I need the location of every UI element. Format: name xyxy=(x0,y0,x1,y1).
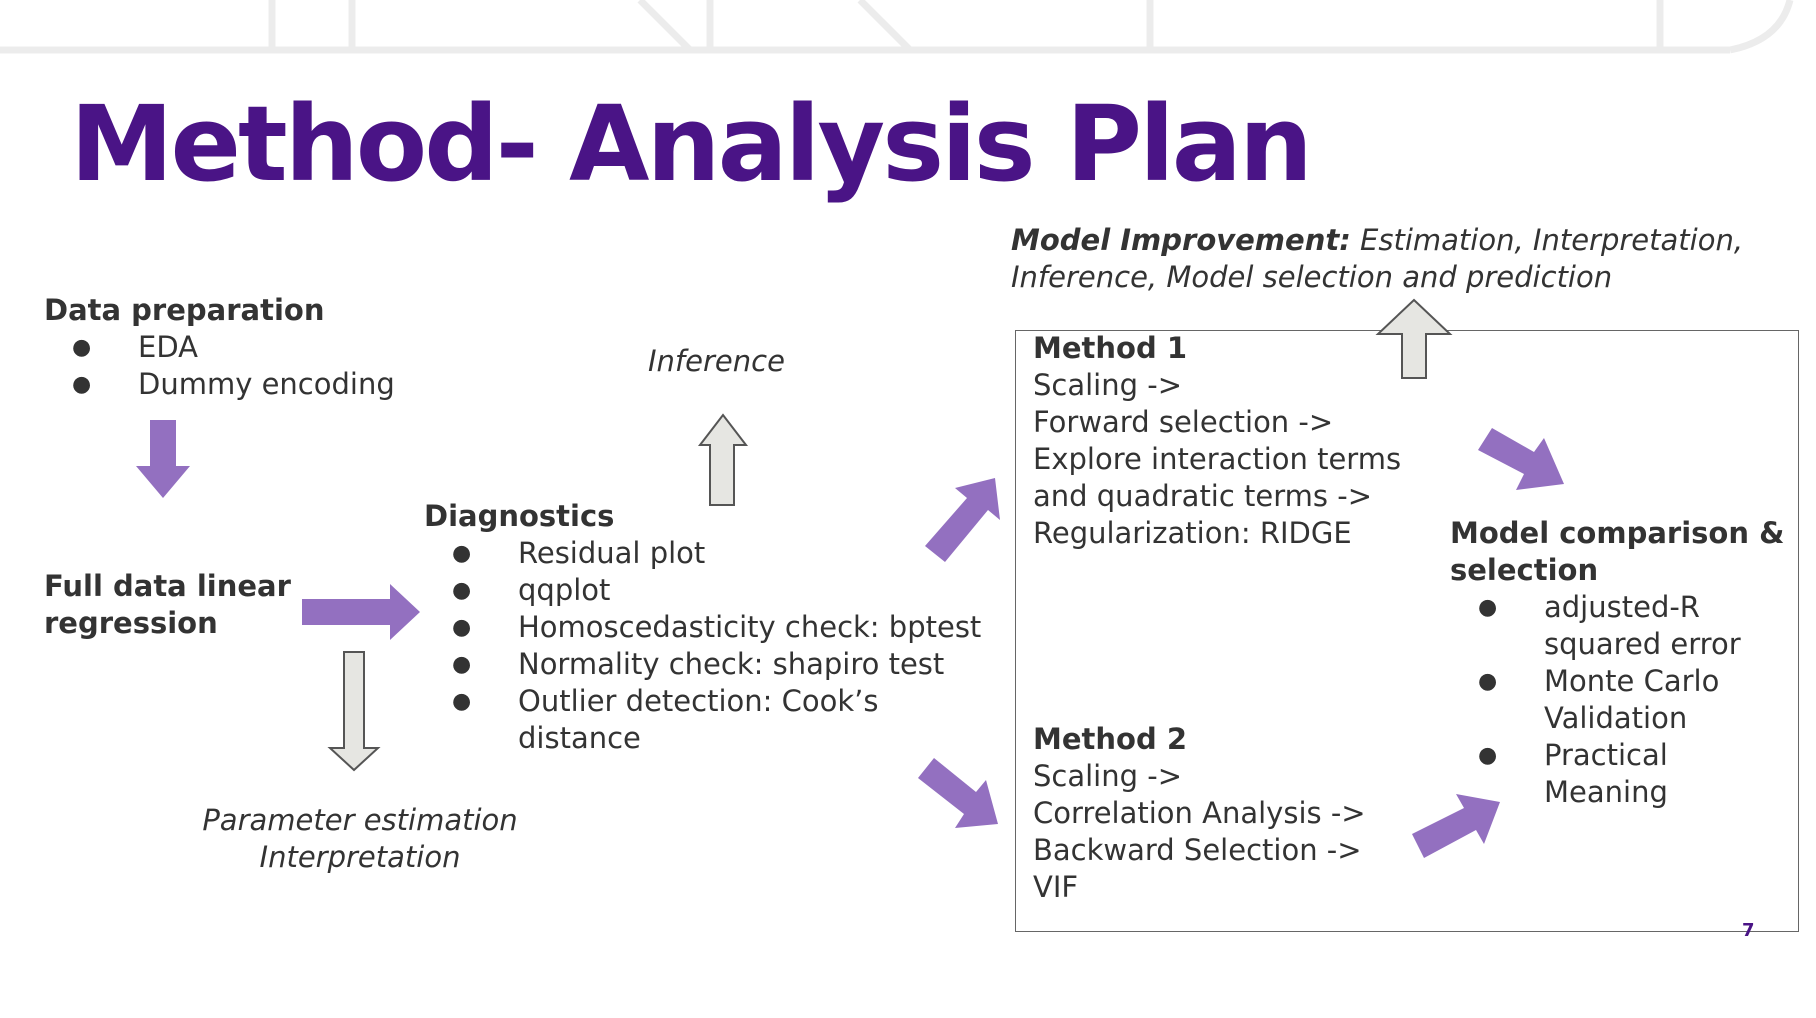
list-item: Normality check: shapiro test xyxy=(424,646,1024,683)
method1-line: Explore interaction terms xyxy=(1033,442,1402,476)
method2-line: Scaling -> xyxy=(1033,759,1183,793)
diagnostics-list: Residual plot qqplot Homoscedasticity ch… xyxy=(424,535,1024,757)
diagnostics-heading: Diagnostics xyxy=(424,499,615,533)
parameter-estimation-line1: Parameter estimation xyxy=(202,803,518,837)
header-decoration xyxy=(0,0,1794,54)
list-item: qqplot xyxy=(424,572,1024,609)
method1-section: Method 1 Scaling -> Forward selection ->… xyxy=(1033,330,1401,552)
full-regression-line1: Full data linear xyxy=(44,569,291,603)
list-item: Practical Meaning xyxy=(1450,737,1764,811)
arrow-down-right-icon xyxy=(1478,428,1564,490)
list-item: Monte Carlo Validation xyxy=(1450,663,1764,737)
full-regression-line2: regression xyxy=(44,606,218,640)
method2-section: Method 2 Scaling -> Correlation Analysis… xyxy=(1033,721,1366,906)
model-improvement-bold: Model Improvement: xyxy=(1011,223,1351,257)
list-item: EDA xyxy=(44,329,395,366)
list-item: Outlier detection: Cook’s distance xyxy=(424,683,918,757)
arrow-up-right-icon xyxy=(925,478,1000,562)
page-title: Method- Analysis Plan xyxy=(70,83,1313,205)
data-preparation-section: Data preparation EDA Dummy encoding xyxy=(44,292,395,403)
arrow-down-right-icon xyxy=(918,758,998,828)
arrow-right-icon xyxy=(302,584,420,640)
full-regression-label: Full data linear regression xyxy=(44,568,291,642)
method1-line: Regularization: RIDGE xyxy=(1033,516,1352,550)
model-comparison-heading-line1: Model comparison & xyxy=(1450,516,1785,550)
method2-line: Correlation Analysis -> xyxy=(1033,796,1366,830)
list-item: Homoscedasticity check: bptest xyxy=(424,609,1024,646)
diagnostics-section: Diagnostics Residual plot qqplot Homosce… xyxy=(424,498,1024,757)
model-improvement-line2: Inference, Model selection and predictio… xyxy=(1011,260,1613,294)
method2-heading: Method 2 xyxy=(1033,722,1187,756)
arrow-up-right-icon xyxy=(1412,794,1500,858)
model-comparison-section: Model comparison & selection adjusted-R … xyxy=(1450,515,1790,811)
arrow-up-icon xyxy=(1375,298,1453,379)
data-preparation-heading: Data preparation xyxy=(44,293,325,327)
arrow-up-icon xyxy=(697,413,749,506)
list-item: Dummy encoding xyxy=(44,366,395,403)
list-item: adjusted-R squared error xyxy=(1450,589,1764,663)
page-number: 7 xyxy=(1742,920,1755,941)
method1-line: and quadratic terms -> xyxy=(1033,479,1372,513)
arrow-down-icon xyxy=(327,651,381,772)
model-improvement-label: Model Improvement: Estimation, Interpret… xyxy=(1011,222,1743,296)
method1-line: Scaling -> xyxy=(1033,368,1183,402)
model-comparison-heading-line2: selection xyxy=(1450,553,1599,587)
list-item: Residual plot xyxy=(424,535,1024,572)
parameter-estimation-line2: Interpretation xyxy=(259,840,461,874)
method2-line: Backward Selection -> xyxy=(1033,833,1362,867)
method2-line: VIF xyxy=(1033,870,1079,904)
method1-heading: Method 1 xyxy=(1033,331,1187,365)
model-comparison-list: adjusted-R squared error Monte Carlo Val… xyxy=(1450,589,1790,811)
arrow-down-icon xyxy=(136,420,190,498)
data-preparation-list: EDA Dummy encoding xyxy=(44,329,395,403)
inference-label: Inference xyxy=(648,344,785,378)
parameter-estimation-label: Parameter estimation Interpretation xyxy=(140,802,580,876)
model-improvement-rest: Estimation, Interpretation, xyxy=(1350,223,1744,257)
method1-line: Forward selection -> xyxy=(1033,405,1334,439)
